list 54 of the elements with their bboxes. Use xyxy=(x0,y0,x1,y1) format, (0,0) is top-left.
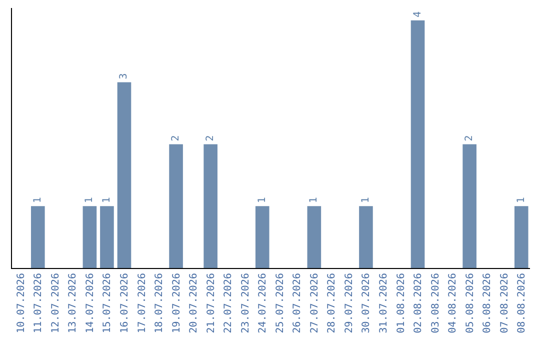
data-label: 1 xyxy=(308,197,320,204)
bar xyxy=(117,82,132,268)
bar xyxy=(410,20,425,268)
x-tick-label: 08.08.2026 xyxy=(516,273,528,334)
x-tick-label: 16.07.2026 xyxy=(119,273,130,334)
bar xyxy=(462,144,476,268)
data-label: 3 xyxy=(118,73,130,80)
x-tick-label: 17.07.2026 xyxy=(136,273,148,334)
bar xyxy=(100,206,114,268)
x-tick-label: 30.07.2026 xyxy=(361,273,372,334)
x-tick-label: 18.07.2026 xyxy=(154,273,166,334)
x-tick-label: 02.08.2026 xyxy=(413,273,424,334)
data-label: 1 xyxy=(32,197,44,204)
bar xyxy=(82,206,97,268)
data-label: 1 xyxy=(516,197,527,204)
x-tick-label: 20.07.2026 xyxy=(188,273,200,334)
data-label: 2 xyxy=(205,135,216,142)
data-label: 4 xyxy=(412,11,424,18)
x-tick-label: 10.07.2026 xyxy=(16,273,27,334)
data-label: 1 xyxy=(360,197,372,204)
x-tick-label: 11.07.2026 xyxy=(33,273,44,334)
x-tick-label: 05.08.2026 xyxy=(464,273,476,334)
bar xyxy=(30,206,45,268)
bar xyxy=(359,206,373,268)
data-label: 1 xyxy=(101,197,112,204)
x-tick-label: 21.07.2026 xyxy=(206,273,217,334)
x-tick-label: 28.07.2026 xyxy=(326,273,338,334)
x-tick-label: 01.08.2026 xyxy=(396,273,407,334)
bar xyxy=(255,206,270,268)
data-label: 1 xyxy=(256,197,268,204)
x-tick-label: 06.08.2026 xyxy=(482,273,494,334)
x-tick-label: 15.07.2026 xyxy=(102,273,114,334)
x-tick-label: 03.08.2026 xyxy=(430,273,442,334)
data-label: 2 xyxy=(170,135,182,142)
x-tick-label: 23.07.2026 xyxy=(240,273,252,334)
x-tick-label: 04.08.2026 xyxy=(448,273,459,334)
bar xyxy=(169,144,183,268)
x-tick-label: 31.07.2026 xyxy=(378,273,390,334)
x-tick-label: 24.07.2026 xyxy=(258,273,269,334)
bar xyxy=(514,206,528,268)
data-label: 2 xyxy=(464,135,476,142)
x-tick-label: 25.07.2026 xyxy=(274,273,286,334)
x-tick-label: 22.07.2026 xyxy=(223,273,234,334)
x-tick-label: 07.08.2026 xyxy=(499,273,510,334)
data-label: 1 xyxy=(84,197,96,204)
x-tick-label: 26.07.2026 xyxy=(292,273,304,334)
bar xyxy=(307,206,322,268)
x-tick-label: 19.07.2026 xyxy=(171,273,182,334)
x-tick-label: 14.07.2026 xyxy=(84,273,96,334)
x-tick-label: 12.07.2026 xyxy=(50,273,62,334)
x-tick-label: 13.07.2026 xyxy=(68,273,79,334)
x-tick-label: 29.07.2026 xyxy=(344,273,355,334)
bar xyxy=(204,144,218,268)
x-tick-label: 27.07.2026 xyxy=(309,273,320,334)
